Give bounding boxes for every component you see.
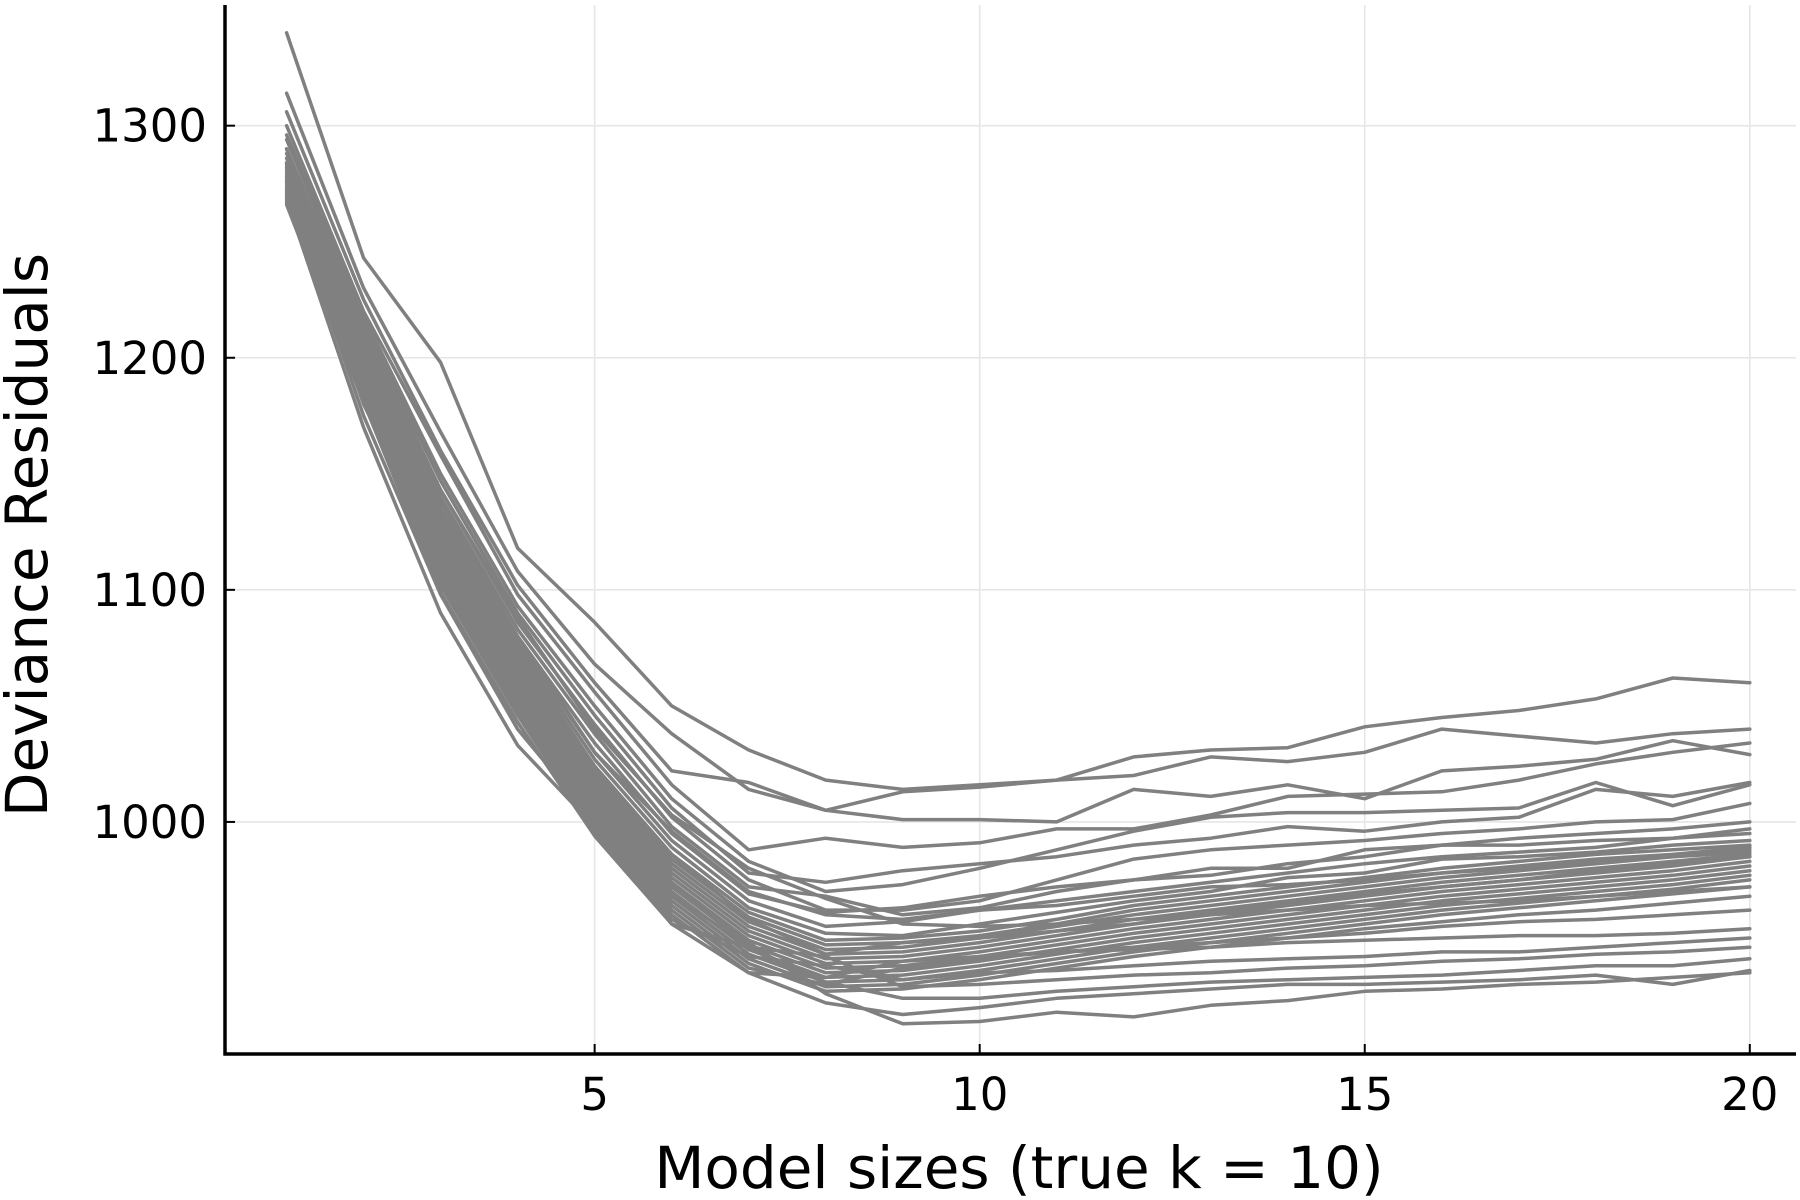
x-axis-title: Model sizes (true k = 10) — [654, 1134, 1383, 1200]
series-line-2 — [284, 91, 1752, 813]
series-line-27 — [284, 202, 1752, 989]
series-line-25 — [284, 198, 1752, 980]
series-line-17 — [284, 179, 1752, 966]
y-axis-title: Deviance Residuals — [0, 253, 61, 817]
series-line-3 — [284, 110, 1752, 824]
y-tick-label: 1100 — [92, 564, 207, 617]
series-lines — [284, 31, 1752, 1026]
series-line-32 — [284, 198, 1752, 1017]
series-line-10 — [284, 161, 1752, 929]
series-line-28 — [284, 161, 1752, 956]
series-line-33 — [284, 179, 1752, 1026]
series-line-11 — [284, 165, 1752, 938]
series-line-4 — [284, 123, 1752, 852]
series-line-15 — [284, 174, 1752, 956]
series-line-6 — [284, 137, 1752, 885]
series-line-30 — [284, 163, 1752, 929]
axes — [223, 5, 1796, 1056]
tick-labels: 5 10 15 20 1000 1100 1200 1300 — [92, 100, 1778, 1121]
y-tick-label: 1000 — [92, 796, 207, 849]
series-line-18 — [284, 181, 1752, 970]
series-line-26 — [284, 200, 1752, 982]
x-tick-label: 15 — [1336, 1068, 1393, 1121]
series-line-29 — [284, 147, 1752, 922]
x-tick-label: 10 — [951, 1068, 1008, 1121]
series-line-31 — [284, 188, 1752, 1001]
y-tick-label: 1300 — [92, 100, 207, 153]
x-tick-label: 20 — [1721, 1068, 1778, 1121]
x-tick-label: 5 — [580, 1068, 609, 1121]
y-tick-label: 1200 — [92, 332, 207, 385]
series-line-8 — [284, 151, 1752, 917]
series-line-23 — [284, 193, 1752, 994]
series-line-14 — [284, 172, 1752, 952]
